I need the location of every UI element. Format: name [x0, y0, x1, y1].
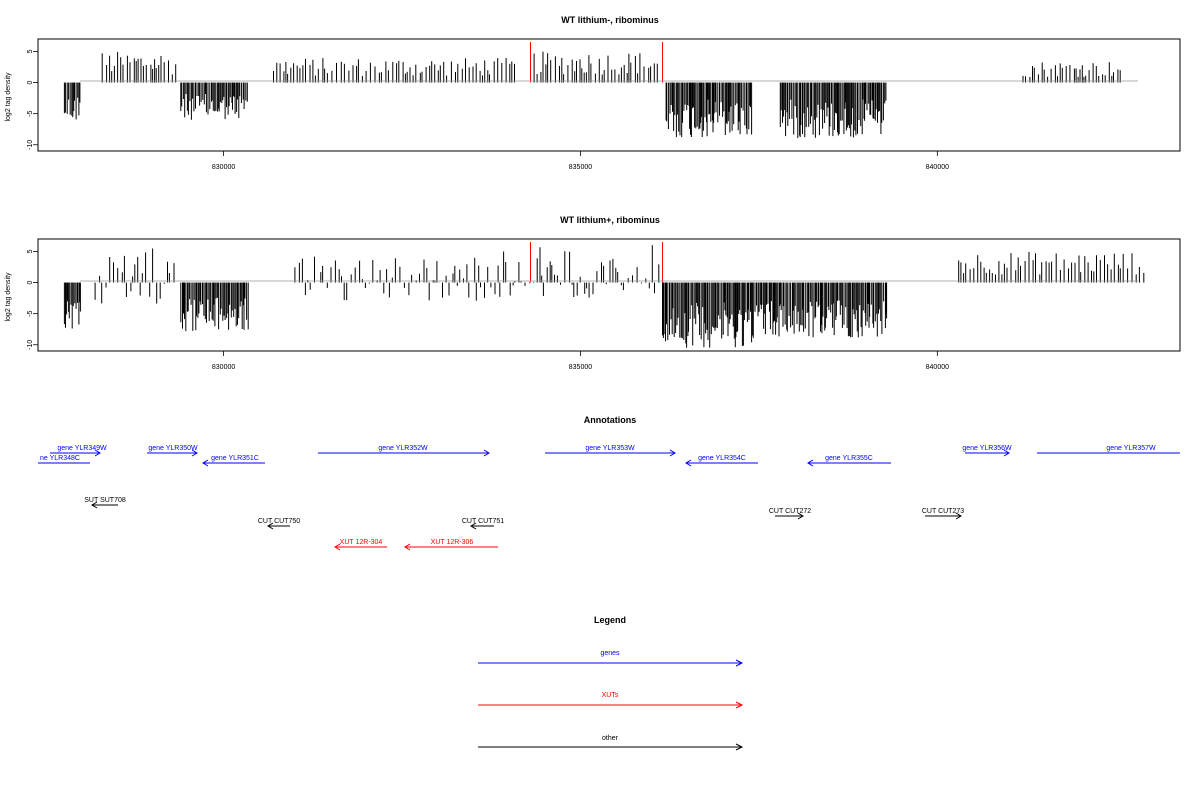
x-axis: 830000 835000 840000 [212, 150, 949, 171]
gene-label: gene YLR354C [698, 455, 746, 462]
legend-label: genes [600, 650, 620, 657]
other-annotation[interactable]: CUT CUT272 [769, 508, 811, 520]
x-tick-label: 835000 [569, 364, 592, 371]
gene-annotation[interactable]: gene YLR352W [318, 445, 490, 457]
gene-label: gene YLR356W [962, 445, 1012, 452]
gene-annotation[interactable]: gene YLR351C [202, 455, 265, 467]
coverage-bars [63, 245, 1145, 348]
other-label: CUT CUT751 [462, 518, 504, 525]
x-tick-label: 840000 [926, 164, 949, 171]
other-label: CUT CUT273 [922, 508, 964, 515]
legend-title: Legend [594, 615, 626, 625]
xut-annotation[interactable]: XUT 12R-304 [334, 539, 387, 551]
legend-item-xuts: XUTs [478, 692, 744, 709]
gene-annotation[interactable]: ne YLR348C [38, 455, 90, 464]
red-markers [529, 242, 664, 283]
panel-title: WT lithium-, ribominus [561, 15, 659, 25]
y-axis: 5 0 -5 -10 log2 tag density [5, 249, 39, 350]
x-axis: 830000 835000 840000 [212, 350, 949, 371]
annotations-panel: Annotations gene YLR349W ne YLR348C gene… [38, 415, 1180, 551]
legend: Legend genes XUTs other [478, 615, 744, 751]
y-axis: 5 0 -5 -10 log2 tag density [5, 49, 39, 150]
gene-annotation[interactable]: gene YLR357W [1037, 445, 1180, 454]
legend-label: XUTs [602, 692, 619, 699]
y-tick-label: -5 [27, 310, 34, 316]
legend-item-genes: genes [478, 650, 744, 667]
other-annotation[interactable]: CUT CUT750 [258, 518, 300, 530]
gene-label: gene YLR357W [1106, 445, 1156, 452]
other-annotation[interactable]: CUT CUT273 [922, 508, 964, 520]
gene-label: gene YLR349W [57, 445, 107, 452]
x-tick-label: 835000 [569, 164, 592, 171]
other-label: SUT SUT708 [84, 497, 126, 504]
gene-label: gene YLR355C [825, 455, 873, 462]
y-tick-label: 0 [27, 81, 34, 85]
other-label: CUT CUT750 [258, 518, 300, 525]
xut-label: XUT 12R-304 [340, 539, 383, 546]
y-tick-label: 0 [27, 281, 34, 285]
panel-title: WT lithium+, ribominus [560, 215, 660, 225]
y-tick-label: -5 [27, 110, 34, 116]
y-axis-label: log2 tag density [5, 72, 12, 122]
gene-label: gene YLR351C [211, 455, 259, 462]
coverage-bars [63, 51, 1121, 139]
other-annotation[interactable]: CUT CUT751 [462, 518, 504, 530]
gene-annotation[interactable]: gene YLR353W [545, 445, 676, 457]
other-annotation[interactable]: SUT SUT708 [84, 497, 126, 509]
x-tick-label: 830000 [212, 164, 235, 171]
other-label: CUT CUT272 [769, 508, 811, 515]
xut-label: XUT 12R-306 [431, 539, 474, 546]
gene-annotation[interactable]: gene YLR349W [50, 445, 107, 457]
y-axis-label: log2 tag density [5, 272, 12, 322]
gene-label: gene YLR352W [378, 445, 428, 452]
gene-label: gene YLR350W [148, 445, 198, 452]
legend-item-other: other [478, 735, 744, 751]
gene-label: ne YLR348C [40, 455, 80, 462]
red-markers [529, 42, 664, 83]
track-panel-lithium-plus: WT lithium+, ribominus 5 0 -5 -10 log2 t… [5, 215, 1181, 371]
y-tick-label: -10 [27, 340, 34, 350]
x-tick-label: 840000 [926, 364, 949, 371]
gene-annotation[interactable]: gene YLR354C [685, 455, 758, 467]
track-panel-lithium-minus: WT lithium-, ribominus 5 0 -5 -10 log2 t… [5, 15, 1181, 171]
gene-annotation[interactable]: gene YLR356W [962, 445, 1012, 457]
gene-label: gene YLR353W [585, 445, 635, 452]
gene-annotation[interactable]: gene YLR355C [807, 455, 891, 467]
y-tick-label: -10 [27, 140, 34, 150]
y-tick-label: 5 [27, 49, 34, 53]
annotations-title: Annotations [584, 415, 637, 425]
xut-annotation[interactable]: XUT 12R-306 [404, 539, 498, 551]
legend-label: other [602, 735, 619, 742]
y-tick-label: 5 [27, 249, 34, 253]
gene-annotation[interactable]: gene YLR350W [147, 445, 198, 457]
x-tick-label: 830000 [212, 364, 235, 371]
